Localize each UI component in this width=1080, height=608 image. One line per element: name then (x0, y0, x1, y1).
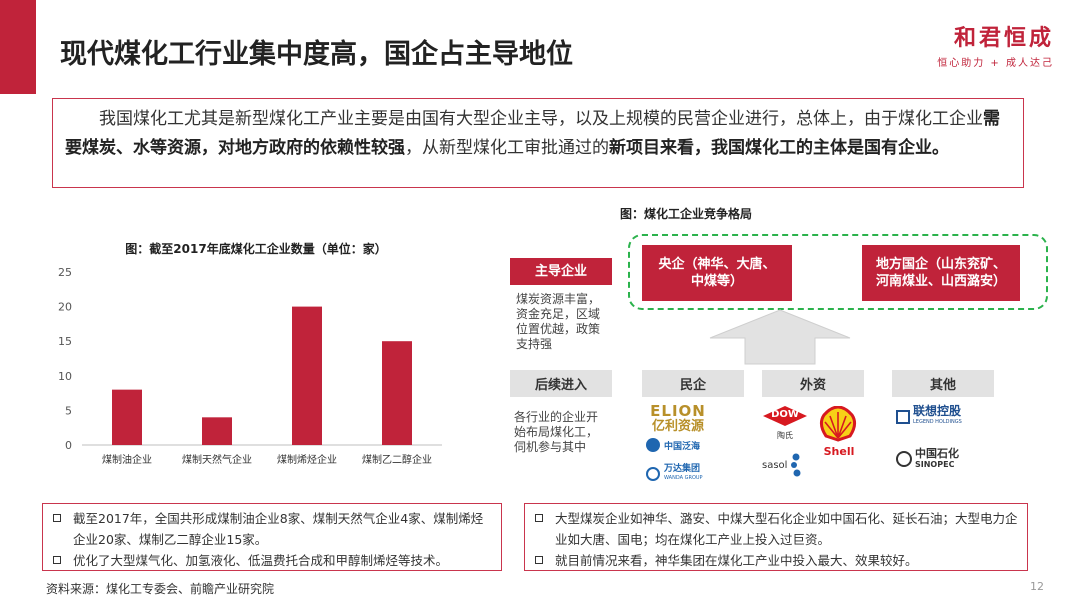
dow-logo-cn: 陶氏 (777, 431, 793, 440)
y-tick-label: 20 (58, 301, 72, 314)
bar (292, 306, 322, 445)
summary-box-left: 截至2017年，全国共形成煤制油企业8家、煤制天然气企业4家、煤制烯烃企业20家… (42, 503, 502, 571)
page-number: 12 (1030, 580, 1044, 593)
shell-logo: Shell (818, 405, 860, 458)
y-tick-label: 25 (58, 266, 72, 279)
follower-desc-line: 始布局煤化工， (514, 425, 599, 439)
wanda-logo-en: WANDA GROUP (664, 475, 703, 481)
intro-text-2: ，从新型煤化工审批通过的 (405, 138, 609, 158)
central-line: 央企（神华、大唐、 (658, 257, 776, 272)
up-arrow (709, 309, 851, 365)
bullet-item: 截至2017年，全国共形成煤制油企业8家、煤制天然气企业4家、煤制烯烃企业20家… (51, 508, 493, 550)
legend-holdings-logo: 联想控股 LEGEND HOLDINGS (896, 404, 976, 428)
category-other: 其他 (892, 370, 994, 397)
sasol-logo-text: sasol (762, 459, 788, 471)
x-tick-label: 煤制烯烃企业 (277, 453, 337, 466)
intro-text-1: 我国煤化工尤其是新型煤化工产业主要是由国有大型企业主导，以及上规模的民营企业进行… (99, 109, 983, 129)
wanda-logo-text: 万达集团 (664, 464, 701, 474)
accent-bar (0, 0, 36, 94)
page-title: 现代煤化工行业集中度高，国企占主导地位 (60, 39, 573, 70)
leader-desc-line: 位置优越，政策 (516, 322, 601, 336)
leader-desc-line: 煤炭资源丰富， (516, 292, 601, 306)
local-soe-box: 地方国企（山东兖矿、 河南煤业、山西潞安） (862, 245, 1020, 301)
chart-title: 图：截至2017年底煤化工企业数量（单位：家） (125, 242, 387, 256)
bullet-item: 大型煤炭企业如神华、潞安、中煤大型石化企业如中国石化、延长石油；大型电力企业如大… (533, 508, 1019, 550)
x-tick-label: 煤制天然气企业 (182, 453, 252, 466)
leader-desc-line: 支持强 (516, 337, 553, 351)
bullet-item: 就目前情况来看，神华集团在煤化工产业中投入最大、效果较好。 (533, 550, 1019, 571)
bar (382, 341, 412, 445)
sinopec-logo-cn: 中国石化 (915, 447, 959, 460)
category-foreign: 外资 (762, 370, 864, 397)
leader-desc-line: 资金充足，区域 (516, 307, 601, 321)
logo-slogan: 恒心助力 + 成人达己 (937, 58, 1054, 69)
logo-main-text: 和君恒成 (953, 26, 1054, 51)
dow-logo: DOW 陶氏 (762, 405, 808, 441)
leader-description: 煤炭资源丰富， 资金充足，区域 位置优越，政策 支持强 (516, 292, 616, 352)
central-line: 中煤等） (690, 274, 743, 289)
wanda-logo: 万达集团 WANDA GROUP (646, 465, 718, 483)
source-note: 资料来源：煤化工专委会、前瞻产业研究院 (46, 582, 275, 596)
follower-description: 各行业的企业开 始布局煤化工， 伺机参与其中 (514, 410, 614, 455)
sasol-mark-icon (791, 453, 801, 477)
wanda-mark-icon (646, 467, 660, 481)
summary-box-right: 大型煤炭企业如神华、潞安、中煤大型石化企业如中国石化、延长石油；大型电力企业如大… (524, 503, 1028, 571)
follower-desc-line: 伺机参与其中 (514, 440, 587, 454)
x-tick-label: 煤制乙二醇企业 (362, 453, 432, 466)
elion-logo: ELION 亿利资源 (646, 403, 710, 434)
x-tick-label: 煤制油企业 (102, 453, 152, 466)
bullet-item: 优化了大型煤气化、加氢液化、低温费托合成和甲醇制烯烃等技术。 (51, 550, 493, 571)
intro-bold-2: 新项目来看，我国煤化工的主体是国有企业。 (609, 138, 949, 158)
company-logo: 和君恒成 恒心助力 + 成人达己 (937, 20, 1054, 69)
dow-logo-text: DOW (771, 409, 799, 420)
central-soe-box: 央企（神华、大唐、 中煤等） (642, 245, 792, 301)
legend-mark-icon (896, 410, 910, 424)
elion-logo-cn: 亿利资源 (651, 419, 704, 434)
sinopec-mark-icon (896, 451, 912, 467)
legend-logo-cn: 联想控股 (913, 404, 962, 418)
bar (202, 417, 232, 445)
follower-desc-line: 各行业的企业开 (514, 410, 599, 424)
sinopec-logo: 中国石化 SINOPEC (896, 448, 976, 470)
shell-pecten-icon (819, 405, 857, 442)
bar (112, 389, 142, 445)
dashed-group-box (628, 234, 1048, 310)
elion-logo-en: ELION (650, 402, 706, 420)
diagram-title: 图：煤化工企业竞争格局 (620, 207, 753, 221)
y-tick-label: 15 (58, 335, 72, 348)
legend-logo-en: LEGEND HOLDINGS (913, 419, 962, 425)
zgfd-logo: 中国泛海 (646, 438, 716, 452)
zgfd-mark-icon (646, 438, 660, 452)
sasol-logo: sasol (762, 452, 818, 478)
y-tick-label: 10 (58, 370, 72, 383)
follower-label: 后续进入 (510, 370, 612, 397)
intro-box: 我国煤化工尤其是新型煤化工产业主要是由国有大型企业主导，以及上规模的民营企业进行… (52, 98, 1024, 188)
shell-logo-text: Shell (823, 445, 855, 458)
local-line: 河南煤业、山西潞安） (875, 274, 1006, 289)
bar-chart: 0 5 10 15 20 25 煤制油企业 煤制天然气企业 煤制烯烃企业 煤制乙二醇企业 (58, 266, 442, 466)
intro-bold-1: 需要煤炭、水等资源，对地方政府的依赖性较强 (65, 109, 1000, 158)
local-line: 地方国企（山东兖矿、 (875, 257, 1006, 272)
leader-label: 主导企业 (510, 258, 612, 285)
sinopec-logo-en: SINOPEC (915, 460, 955, 469)
dow-diamond-icon (763, 406, 807, 426)
y-tick-label: 0 (65, 439, 72, 452)
category-private: 民企 (642, 370, 744, 397)
zgfd-logo-text: 中国泛海 (664, 441, 701, 452)
y-tick-label: 5 (65, 404, 72, 417)
